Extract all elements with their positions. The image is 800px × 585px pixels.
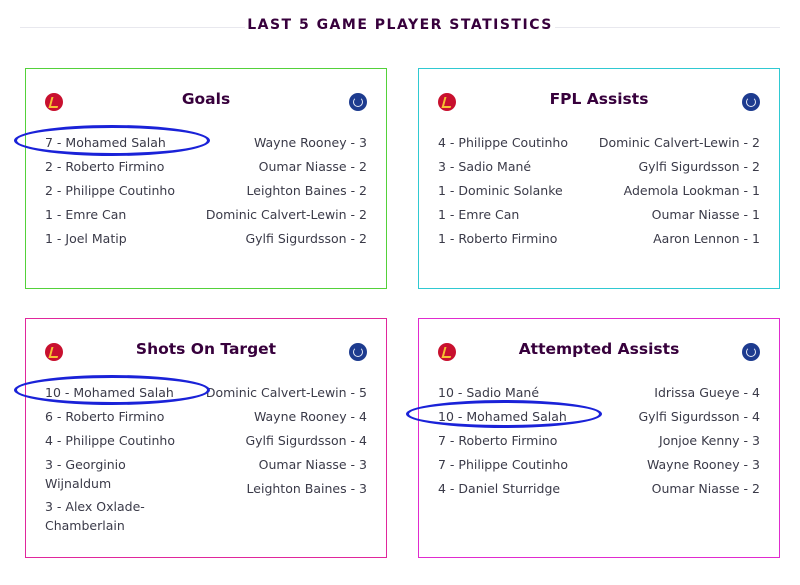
- list-item: Leighton Baines - 2: [246, 183, 367, 198]
- list-item: 4 - Philippe Coutinho: [438, 135, 568, 150]
- attempted-assists-card: Attempted Assists 10 - Sadio Mané 10 - M…: [418, 318, 780, 558]
- list-item: 10 - Mohamed Salah: [45, 385, 174, 400]
- list-item: Wayne Rooney - 3: [646, 457, 760, 472]
- list-item: Jonjoe Kenny - 3: [659, 433, 760, 448]
- list-item: 2 - Philippe Coutinho: [45, 183, 175, 198]
- card-title: Shots On Target: [135, 340, 277, 358]
- list-item: 7 - Mohamed Salah: [45, 135, 166, 150]
- list-item: Dominic Calvert-Lewin - 2: [598, 135, 760, 150]
- list-item: Gylfi Sigurdsson - 4: [638, 409, 760, 424]
- list-item: 1 - Emre Can: [438, 207, 520, 222]
- list-item: 1 - Emre Can: [45, 207, 127, 222]
- everton-player-list: Wayne Rooney - 3 Oumar Niasse - 2 Leight…: [202, 131, 367, 251]
- list-item: 4 - Daniel Sturridge: [438, 481, 561, 496]
- liverpool-crest-icon: [438, 343, 456, 361]
- list-item: 1 - Roberto Firmino: [438, 231, 558, 246]
- everton-player-list: Idrissa Gueye - 4 Gylfi Sigurdsson - 4 J…: [595, 381, 760, 501]
- everton-crest-icon: [742, 93, 760, 111]
- everton-crest-icon: [349, 343, 367, 361]
- list-item: Leighton Baines - 3: [246, 481, 367, 496]
- list-item: 10 - Mohamed Salah: [438, 409, 567, 424]
- list-item: Dominic Calvert-Lewin - 2: [205, 207, 367, 222]
- title-rule-left: [20, 27, 245, 28]
- list-item: Gylfi Sigurdsson - 4: [245, 433, 367, 448]
- list-item: 1 - Dominic Solanke: [438, 183, 563, 198]
- list-item: Gylfi Sigurdsson - 2: [638, 159, 760, 174]
- list-item: Gylfi Sigurdsson - 2: [245, 231, 367, 246]
- list-item: Idrissa Gueye - 4: [654, 385, 760, 400]
- list-item: 10 - Sadio Mané: [438, 385, 540, 400]
- fpl-assists-card: FPL Assists 4 - Philippe Coutinho 3 - Sa…: [418, 68, 780, 289]
- list-item: 6 - Roberto Firmino: [45, 409, 165, 424]
- liverpool-crest-icon: [45, 343, 63, 361]
- everton-crest-icon: [349, 93, 367, 111]
- liverpool-crest-icon: [45, 93, 63, 111]
- card-title: Attempted Assists: [518, 340, 680, 358]
- list-item: 3 - Georginio Wijnaldum: [45, 457, 126, 491]
- list-item: Ademola Lookman - 1: [623, 183, 760, 198]
- title-rule-right: [555, 27, 780, 28]
- liverpool-player-list: 7 - Mohamed Salah 2 - Roberto Firmino 2 …: [45, 131, 230, 251]
- list-item: 7 - Philippe Coutinho: [438, 457, 568, 472]
- goals-card: Goals 7 - Mohamed Salah 2 - Roberto Firm…: [25, 68, 387, 289]
- list-item: 3 - Alex Oxlade-Chamberlain: [45, 499, 145, 533]
- everton-crest-icon: [742, 343, 760, 361]
- list-item: 7 - Roberto Firmino: [438, 433, 558, 448]
- list-item: Oumar Niasse - 2: [651, 481, 760, 496]
- list-item: Oumar Niasse - 3: [258, 457, 367, 472]
- list-item: 4 - Philippe Coutinho: [45, 433, 175, 448]
- list-item: Wayne Rooney - 4: [253, 409, 367, 424]
- list-item: 2 - Roberto Firmino: [45, 159, 165, 174]
- everton-player-list: Dominic Calvert-Lewin - 5 Wayne Rooney -…: [202, 381, 367, 501]
- list-item: Aaron Lennon - 1: [653, 231, 760, 246]
- shots-on-target-card: Shots On Target 10 - Mohamed Salah 6 - R…: [25, 318, 387, 558]
- page-title: LAST 5 GAME PLAYER STATISTICS: [247, 17, 553, 33]
- liverpool-crest-icon: [438, 93, 456, 111]
- card-title: FPL Assists: [549, 90, 649, 108]
- liverpool-player-list: 10 - Mohamed Salah 6 - Roberto Firmino 4…: [45, 381, 195, 535]
- liverpool-player-list: 10 - Sadio Mané 10 - Mohamed Salah 7 - R…: [438, 381, 623, 501]
- list-item: Oumar Niasse - 1: [651, 207, 760, 222]
- list-item: Oumar Niasse - 2: [258, 159, 367, 174]
- list-item: 1 - Joel Matip: [45, 231, 127, 246]
- list-item: Wayne Rooney - 3: [253, 135, 367, 150]
- card-title: Goals: [181, 90, 231, 108]
- list-item: Dominic Calvert-Lewin - 5: [205, 385, 367, 400]
- list-item: 3 - Sadio Mané: [438, 159, 532, 174]
- liverpool-player-list: 4 - Philippe Coutinho 3 - Sadio Mané 1 -…: [438, 131, 623, 251]
- everton-player-list: Dominic Calvert-Lewin - 2 Gylfi Sigurdss…: [595, 131, 760, 251]
